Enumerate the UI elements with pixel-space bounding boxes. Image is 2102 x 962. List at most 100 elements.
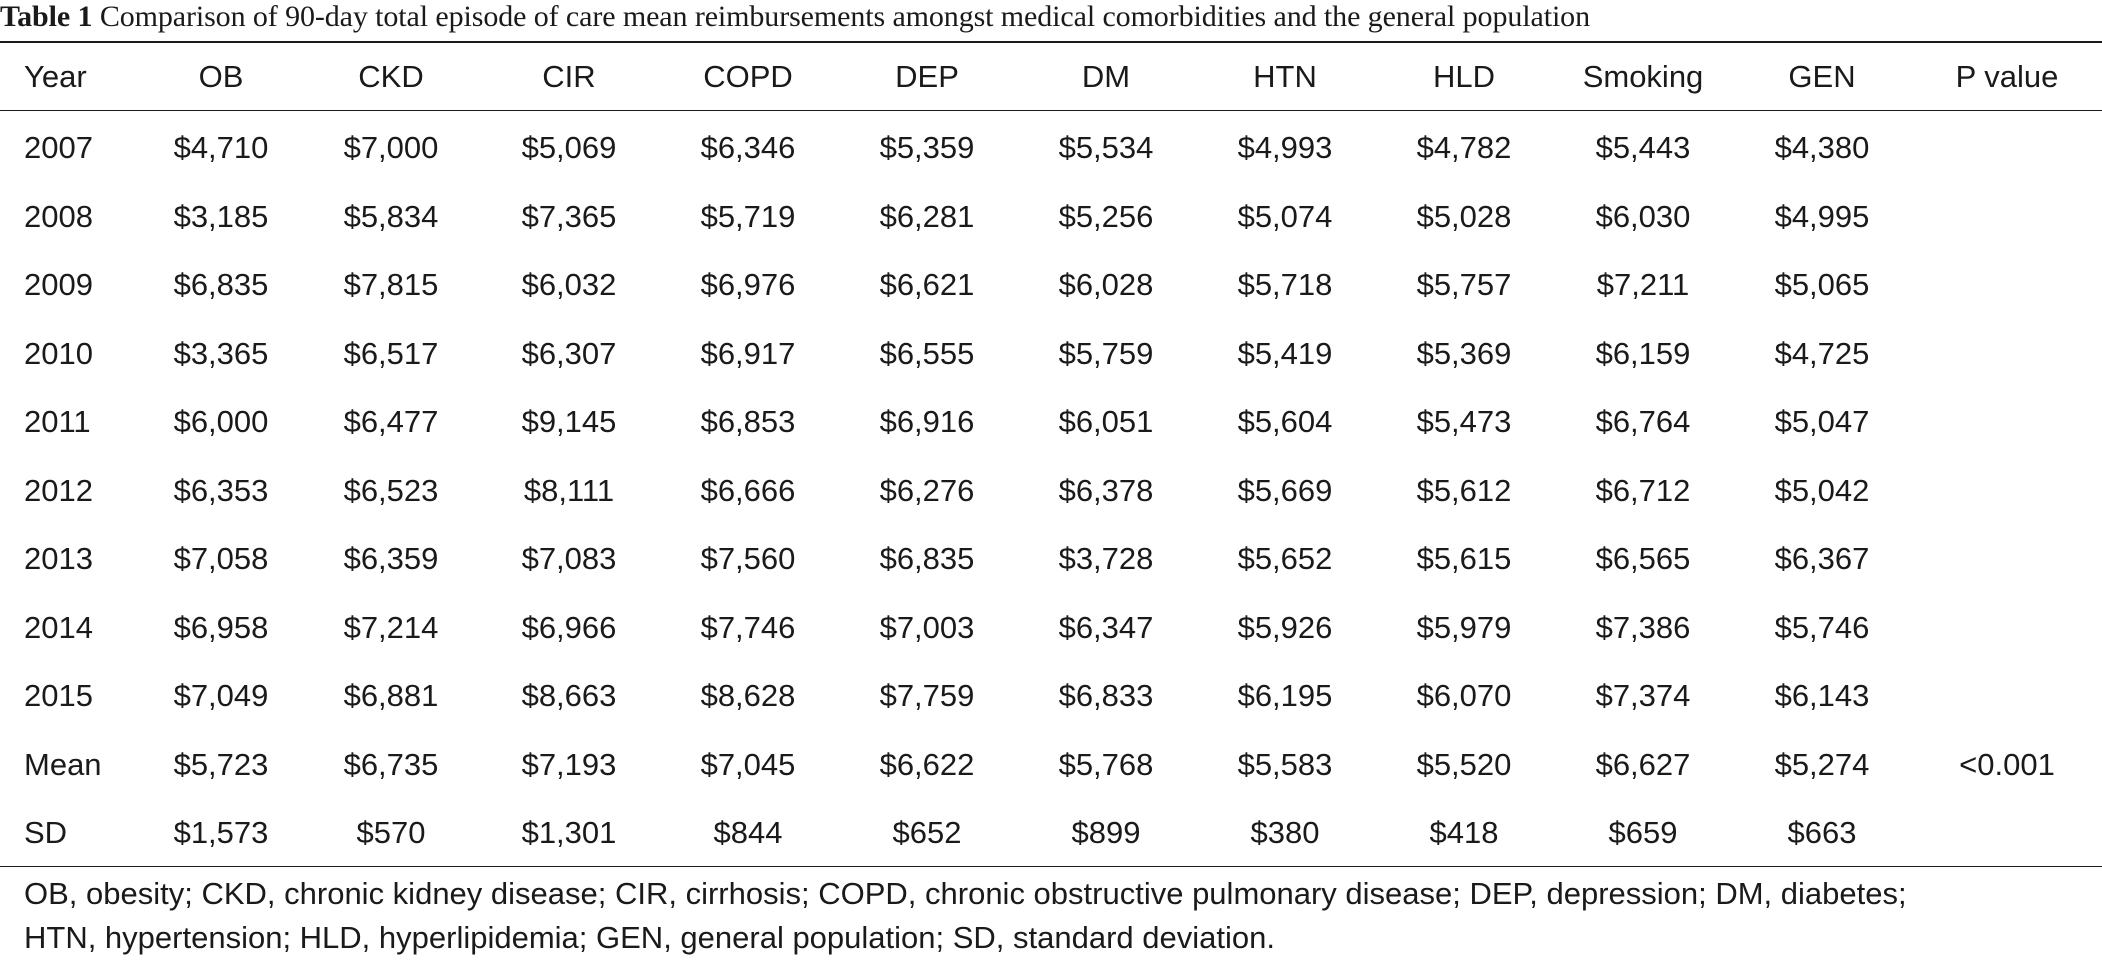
table-cell: $659: [1608, 815, 1678, 851]
table-cell: $7,815: [343, 267, 439, 303]
table-top-rule: [0, 41, 2102, 43]
table-cell: $5,369: [1416, 335, 1512, 371]
p-value-cell: [1912, 799, 2102, 868]
column-header-dep: DEP: [895, 58, 959, 94]
p-value-cell: [1912, 525, 2102, 594]
table-cell: $899: [1071, 815, 1141, 851]
table-cell: $5,979: [1416, 609, 1512, 645]
table-cell: $844: [713, 815, 783, 851]
table-cell: $6,143: [1774, 678, 1870, 714]
table-cell: $6,523: [343, 472, 439, 508]
table-cell: $6,555: [879, 335, 975, 371]
table-cell: $7,214: [343, 609, 439, 645]
reimbursement-table: Year OB CKD CIR COPD DEP DM HTN HLD Smok…: [0, 43, 2102, 868]
table-cell: $380: [1250, 815, 1320, 851]
table-cell: $6,517: [343, 335, 439, 371]
table-cell: $3,728: [1058, 541, 1154, 577]
p-value-cell: [1912, 594, 2102, 663]
table-cell: $6,353: [173, 472, 269, 508]
table-cell: $5,473: [1416, 404, 1512, 440]
table-cell: $5,520: [1416, 746, 1512, 782]
p-value-cell: [1912, 183, 2102, 252]
table-row: 2009 $6,835 $7,815 $6,032 $6,976 $6,621 $6,028…: [0, 251, 2102, 320]
table-cell: $6,070: [1416, 678, 1512, 714]
table-cell: $4,725: [1774, 335, 1870, 371]
table-row: SD $1,573 $570 $1,301 $844 $652 $899 $380 $418 $6…: [0, 799, 2102, 868]
table-cell: $5,419: [1237, 335, 1333, 371]
table-cell: $6,281: [879, 198, 975, 234]
table-row: 2013 $7,058 $6,359 $7,083 $7,560 $6,835 $3,728…: [0, 525, 2102, 594]
table-cell: $6,966: [521, 609, 617, 645]
table-cell: $5,719: [700, 198, 796, 234]
table-cell: $7,193: [521, 746, 617, 782]
table-cell: $6,764: [1595, 404, 1691, 440]
row-label-cell: 2009: [24, 267, 93, 303]
column-header-gen: GEN: [1788, 58, 1856, 94]
table-cell: $7,746: [700, 609, 796, 645]
table-cell: $1,301: [521, 815, 617, 851]
column-header-smoking: Smoking: [1582, 58, 1704, 94]
table-row: 2007 $4,710 $7,000 $5,069 $6,346 $5,359 $5,534…: [0, 110, 2102, 183]
table-cell: $3,365: [173, 335, 269, 371]
table-cell: $6,028: [1058, 267, 1154, 303]
table-cell: $5,069: [521, 130, 617, 166]
row-label-cell: 2007: [24, 130, 93, 166]
table-row: Mean $5,723 $6,735 $7,193 $7,045 $6,622 $5,768…: [0, 731, 2102, 800]
table-cell: $7,386: [1595, 609, 1691, 645]
table-cell: $8,111: [523, 472, 615, 508]
row-label-cell: 2013: [24, 541, 93, 577]
table-row: 2014 $6,958 $7,214 $6,966 $7,746 $7,003 $6,347…: [0, 594, 2102, 663]
table-cell: $5,615: [1416, 541, 1512, 577]
table-cell: $5,757: [1416, 267, 1512, 303]
table-cell: $7,374: [1595, 678, 1691, 714]
table-cell: $6,958: [173, 609, 269, 645]
table-cell: $4,380: [1774, 130, 1870, 166]
table-cell: $5,652: [1237, 541, 1333, 577]
table-cell: $5,612: [1416, 472, 1512, 508]
row-label-cell: 2015: [24, 678, 93, 714]
table-cell: $5,534: [1058, 130, 1154, 166]
table-cell: $7,058: [173, 541, 269, 577]
table-cell: $5,274: [1774, 746, 1870, 782]
table-cell: $6,195: [1237, 678, 1333, 714]
table-body: 2007 $4,710 $7,000 $5,069 $6,346 $5,359 $5,534…: [0, 110, 2102, 868]
table-cell: $5,256: [1058, 198, 1154, 234]
table-cell: $6,622: [879, 746, 975, 782]
column-header-ckd: CKD: [358, 58, 424, 94]
table-cell: $8,663: [521, 678, 617, 714]
table-cell: $5,359: [879, 130, 975, 166]
column-header-cir: CIR: [542, 58, 596, 94]
footnote-line: OB, obesity; CKD, chronic kidney disease…: [24, 876, 1907, 911]
row-label-cell: SD: [24, 815, 68, 851]
table-cell: $6,565: [1595, 541, 1691, 577]
table-cell: $4,782: [1416, 130, 1512, 166]
table-cell: $6,835: [173, 267, 269, 303]
table-cell: $5,723: [173, 746, 269, 782]
table-cell: $5,028: [1416, 198, 1512, 234]
table-cell: $5,926: [1237, 609, 1333, 645]
table-cell: $5,768: [1058, 746, 1154, 782]
table-cell: $5,047: [1774, 404, 1870, 440]
table-cell: $6,477: [343, 404, 439, 440]
header-row: Year OB CKD CIR COPD DEP DM HTN HLD Smok…: [0, 43, 2102, 110]
table-cell: $7,365: [521, 198, 617, 234]
table-cell: $5,759: [1058, 335, 1154, 371]
row-label-cell: 2014: [24, 609, 93, 645]
table-cell: $418: [1429, 815, 1499, 851]
column-header-p-value: P value: [1955, 58, 2059, 94]
table-cell: $7,759: [879, 678, 975, 714]
table-cell: $7,045: [700, 746, 796, 782]
table-cell: $6,712: [1595, 472, 1691, 508]
table-cell: $4,995: [1774, 198, 1870, 234]
row-label-cell: 2008: [24, 198, 93, 234]
table-cell: $6,627: [1595, 746, 1691, 782]
table-header-rule: [0, 110, 2102, 111]
table-cell: $5,443: [1595, 130, 1691, 166]
table-cell: $5,065: [1774, 267, 1870, 303]
table-cell: $4,993: [1237, 130, 1333, 166]
column-header-dm: DM: [1081, 58, 1131, 94]
table-cell: $5,074: [1237, 198, 1333, 234]
table-cell: $5,583: [1237, 746, 1333, 782]
table-cell: $6,347: [1058, 609, 1154, 645]
table-cell: $6,881: [343, 678, 439, 714]
